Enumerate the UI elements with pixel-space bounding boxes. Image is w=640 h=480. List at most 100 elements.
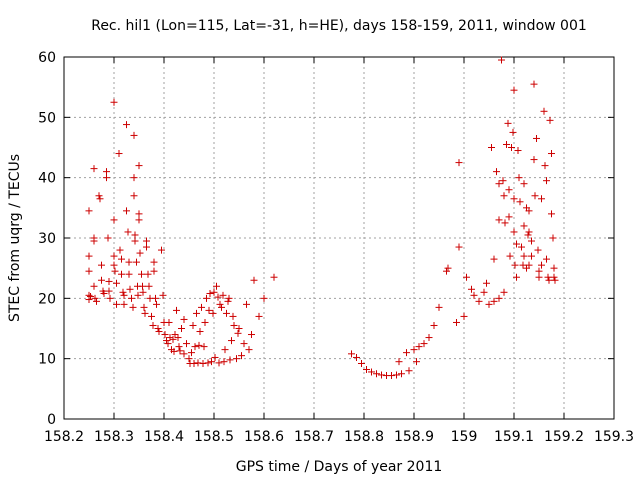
grid-layer bbox=[64, 57, 614, 419]
data-point bbox=[210, 288, 218, 296]
data-point bbox=[85, 252, 93, 260]
data-point bbox=[128, 294, 135, 302]
data-point bbox=[551, 276, 559, 284]
data-point bbox=[530, 80, 538, 88]
x-tick-label: 159 bbox=[451, 429, 478, 445]
data-point bbox=[178, 325, 185, 332]
data-point bbox=[131, 237, 139, 245]
data-point bbox=[500, 288, 508, 296]
data-point bbox=[234, 329, 242, 337]
data-point bbox=[176, 347, 184, 355]
y-tick-label: 0 bbox=[47, 412, 56, 428]
data-point bbox=[493, 168, 500, 176]
data-point bbox=[110, 252, 118, 260]
data-point bbox=[208, 358, 215, 366]
data-point bbox=[204, 359, 212, 367]
data-point bbox=[248, 331, 255, 339]
data-point bbox=[453, 318, 460, 326]
data-point bbox=[443, 267, 450, 275]
data-point bbox=[113, 300, 120, 308]
data-point bbox=[504, 119, 512, 127]
data-point bbox=[133, 258, 140, 266]
data-point bbox=[119, 288, 127, 296]
data-point bbox=[228, 337, 235, 345]
x-tick-label: 158.6 bbox=[244, 429, 284, 445]
data-point bbox=[544, 273, 552, 281]
data-point bbox=[368, 368, 375, 376]
data-point bbox=[353, 353, 360, 361]
data-point bbox=[510, 228, 518, 236]
data-point bbox=[193, 309, 200, 317]
data-point bbox=[165, 318, 173, 326]
data-point bbox=[138, 270, 145, 278]
x-axis-label: GPS time / Days of year 2011 bbox=[236, 459, 443, 475]
data-point bbox=[87, 293, 94, 301]
data-point bbox=[495, 294, 503, 302]
x-tick-label: 158.4 bbox=[144, 429, 184, 445]
data-point bbox=[131, 231, 139, 239]
data-point bbox=[460, 312, 468, 320]
data-point bbox=[185, 355, 193, 363]
data-point bbox=[531, 192, 539, 200]
x-tick-label: 158.3 bbox=[94, 429, 134, 445]
data-point bbox=[230, 321, 238, 329]
data-point bbox=[501, 219, 509, 227]
data-point bbox=[124, 228, 132, 236]
data-point bbox=[546, 116, 554, 124]
data-point bbox=[196, 328, 204, 336]
y-axis-label: STEC from uqrg / TECUs bbox=[7, 154, 23, 322]
data-point bbox=[226, 356, 234, 364]
data-point bbox=[144, 270, 152, 278]
data-point bbox=[213, 282, 220, 290]
data-point bbox=[113, 279, 120, 287]
data-point bbox=[136, 249, 144, 257]
y-tick-label: 40 bbox=[38, 171, 56, 187]
data-point bbox=[398, 370, 405, 378]
tick-layer: 158.2 158.3 158.4 158.5 158.6 158.7 158.8 158.9… bbox=[38, 50, 634, 445]
data-point bbox=[130, 174, 138, 182]
data-point bbox=[203, 294, 210, 302]
data-point bbox=[199, 359, 207, 367]
data-point bbox=[169, 335, 177, 343]
data-point bbox=[145, 282, 153, 290]
y-tick-label: 60 bbox=[38, 50, 56, 66]
data-point bbox=[225, 294, 233, 302]
data-point bbox=[435, 303, 443, 311]
data-point bbox=[524, 231, 532, 239]
data-point bbox=[135, 210, 143, 218]
data-point bbox=[233, 355, 240, 363]
data-point bbox=[110, 261, 118, 269]
data-point bbox=[201, 318, 209, 326]
data-point bbox=[513, 240, 520, 248]
data-point bbox=[513, 273, 520, 281]
data-point bbox=[139, 288, 147, 296]
data-point bbox=[509, 128, 517, 136]
data-point bbox=[495, 180, 503, 188]
data-point bbox=[250, 276, 258, 284]
data-point bbox=[550, 273, 558, 281]
data-point bbox=[378, 371, 385, 379]
data-point bbox=[158, 246, 165, 254]
data-point bbox=[488, 144, 495, 151]
data-point bbox=[164, 340, 172, 348]
data-point bbox=[358, 359, 365, 367]
x-tick-label: 158.2 bbox=[44, 429, 84, 445]
data-point bbox=[123, 207, 130, 215]
data-point bbox=[238, 352, 245, 360]
data-point bbox=[519, 261, 527, 269]
data-point bbox=[188, 349, 195, 357]
data-point bbox=[510, 86, 518, 94]
data-point bbox=[180, 350, 188, 358]
data-point bbox=[229, 312, 237, 320]
data-point bbox=[141, 309, 149, 317]
data-point bbox=[243, 300, 250, 308]
data-point bbox=[150, 258, 158, 266]
data-point bbox=[129, 303, 137, 311]
data-point bbox=[153, 300, 160, 308]
data-point bbox=[270, 273, 278, 281]
data-point bbox=[548, 210, 555, 218]
data-point bbox=[103, 174, 110, 182]
x-tick-label: 159.2 bbox=[544, 429, 584, 445]
data-point bbox=[505, 186, 513, 194]
data-point bbox=[125, 258, 133, 266]
